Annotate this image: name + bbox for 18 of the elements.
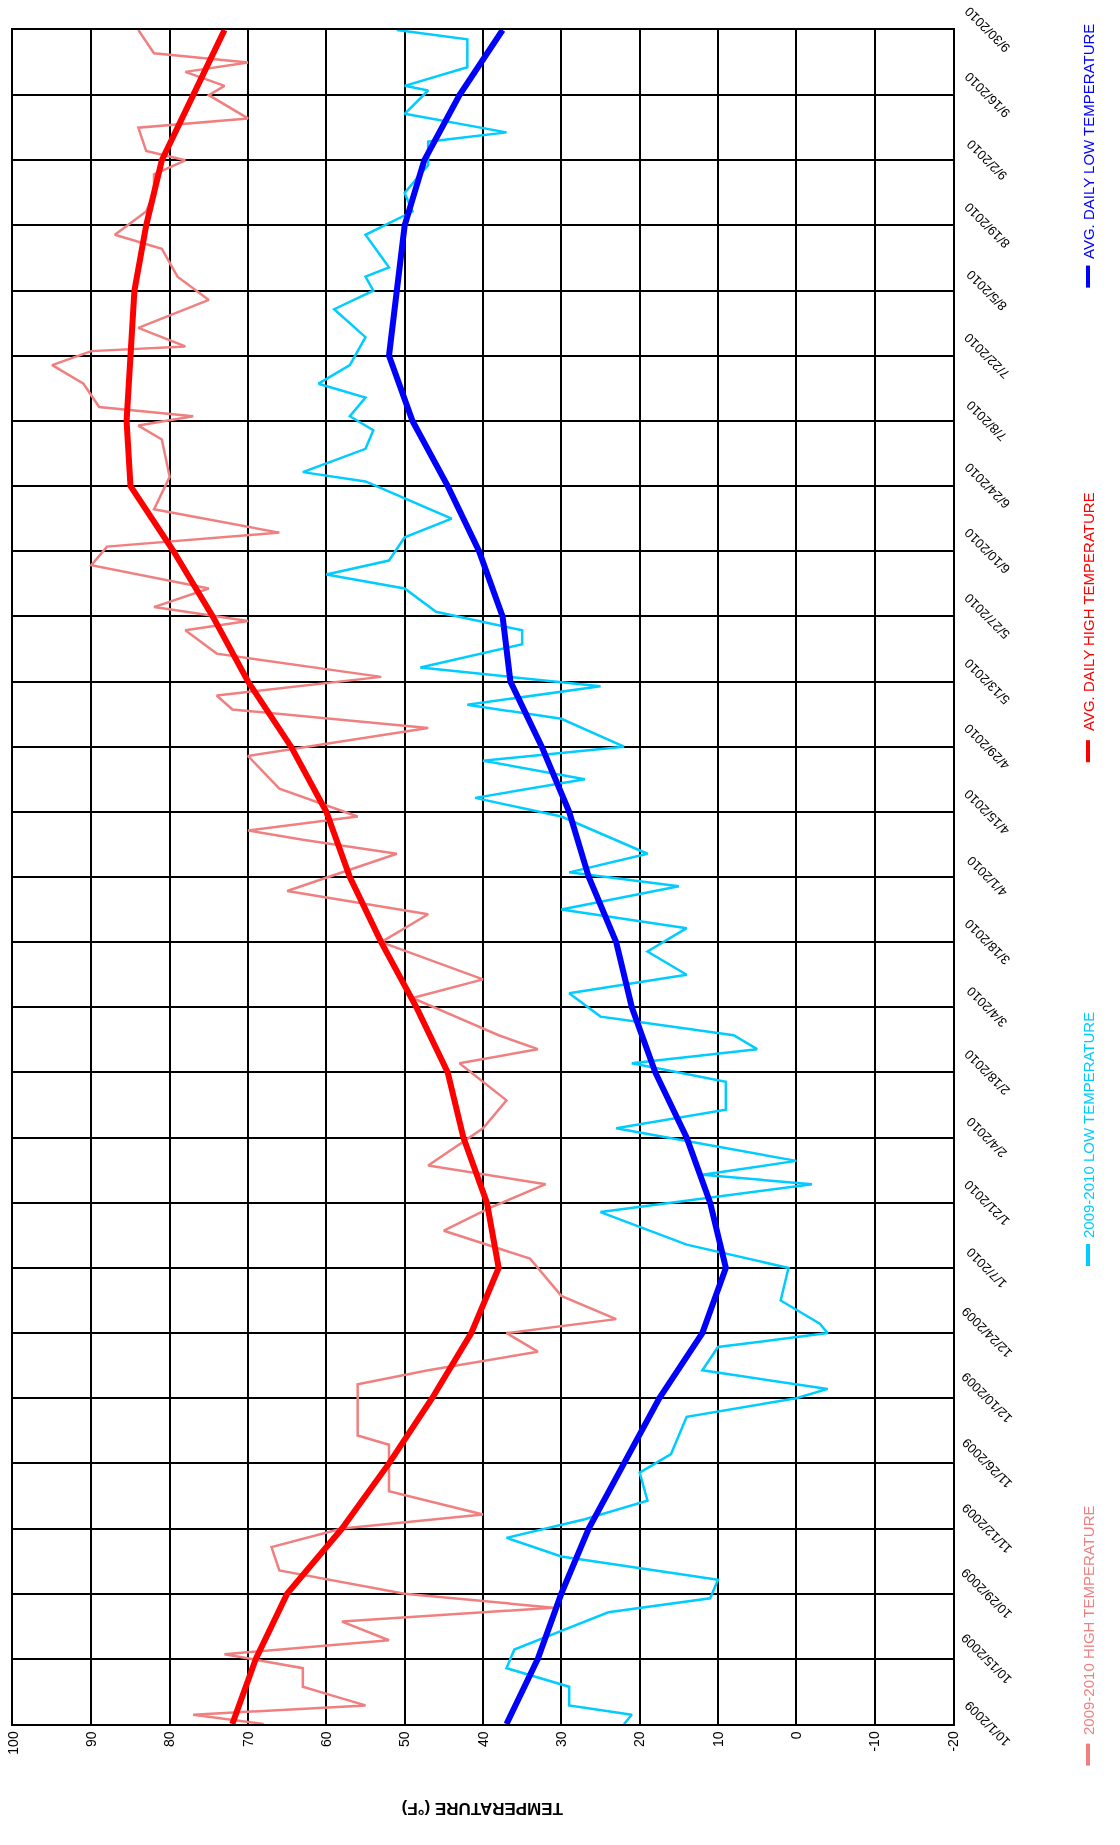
x-tick-label: 20 [631,1731,648,1747]
x-tick-label: 10 [709,1731,726,1747]
x-tick-label: 90 [82,1731,99,1747]
x-tick-label: 40 [474,1731,491,1747]
text: AVG. DAILY LOW TEMPERATURE [1080,23,1097,259]
text: AVG. DAILY HIGH TEMPERATURE [1080,492,1097,731]
text: 2009-2010 LOW TEMPERATURE [1080,1011,1097,1238]
x-tick-label: 0 [787,1731,804,1740]
x-axis-title: TEMPERATURE (°F) [401,1799,563,1818]
x-tick-label: 70 [239,1731,256,1747]
x-tick-label: -10 [866,1731,883,1752]
x-tick-label: -20 [944,1731,961,1752]
x-tick-label: 100 [4,1731,21,1755]
x-tick-label: 30 [552,1731,569,1747]
x-tick-label: 60 [317,1731,334,1747]
x-tick-label: 80 [161,1731,178,1747]
text: 2009-2010 HIGH TEMPERATURE [1080,1505,1097,1735]
x-tick-label: 50 [396,1731,413,1747]
